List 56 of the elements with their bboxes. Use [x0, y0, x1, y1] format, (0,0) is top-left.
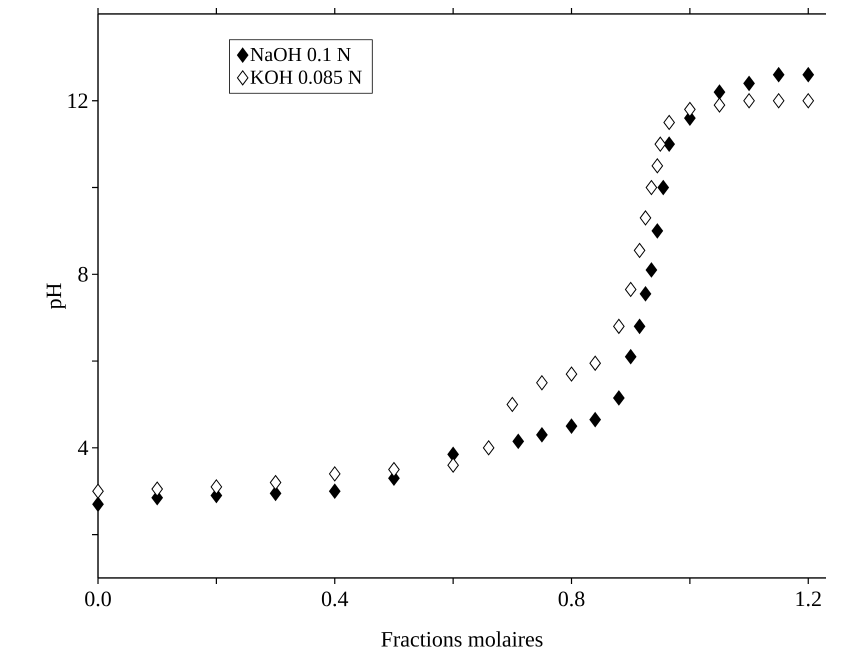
point	[654, 136, 666, 152]
x-axis-title: Fractions molaires	[381, 631, 542, 647]
point	[482, 440, 494, 456]
point	[634, 242, 646, 258]
point	[388, 462, 400, 478]
legend-label: NaOH 0.1 N	[250, 48, 351, 62]
point	[646, 180, 658, 196]
point	[210, 479, 222, 494]
point	[270, 475, 282, 490]
point	[92, 484, 104, 499]
point	[640, 286, 652, 302]
point	[772, 93, 784, 108]
point	[652, 223, 664, 238]
point	[743, 76, 755, 91]
point	[640, 210, 652, 226]
point	[714, 84, 726, 100]
point	[589, 412, 601, 428]
x-tick-label: 0.4	[322, 592, 348, 606]
point	[151, 482, 163, 497]
point	[663, 114, 675, 130]
x-tick-label: 0.8	[558, 592, 584, 606]
point	[624, 349, 636, 364]
point	[270, 486, 282, 501]
point	[772, 67, 784, 82]
point	[634, 318, 646, 334]
point	[743, 93, 755, 108]
y-axis-title: pH	[46, 283, 66, 310]
point	[536, 375, 548, 390]
x-tick-label: 1.2	[796, 592, 821, 606]
point	[92, 496, 104, 512]
point	[663, 136, 675, 152]
point	[589, 356, 601, 371]
point	[652, 158, 664, 174]
y-tick-label: 12	[68, 93, 88, 108]
point	[802, 67, 814, 82]
point	[329, 484, 341, 499]
y-tick-label: 4	[78, 440, 88, 456]
point	[624, 282, 636, 297]
point	[447, 446, 459, 462]
y-tick-label: 8	[78, 266, 88, 282]
point	[646, 262, 658, 278]
point	[613, 318, 625, 334]
point	[329, 466, 341, 482]
point	[536, 427, 548, 442]
point	[506, 396, 518, 412]
point	[447, 458, 459, 473]
x-tick-label: 0.0	[85, 592, 111, 606]
point	[684, 102, 696, 117]
point	[566, 366, 578, 382]
point	[802, 93, 814, 108]
point	[714, 98, 726, 113]
point	[512, 434, 524, 449]
point	[657, 180, 669, 196]
legend-label: KOH 0.085 N	[250, 70, 362, 84]
point	[566, 418, 578, 434]
point	[613, 390, 625, 406]
